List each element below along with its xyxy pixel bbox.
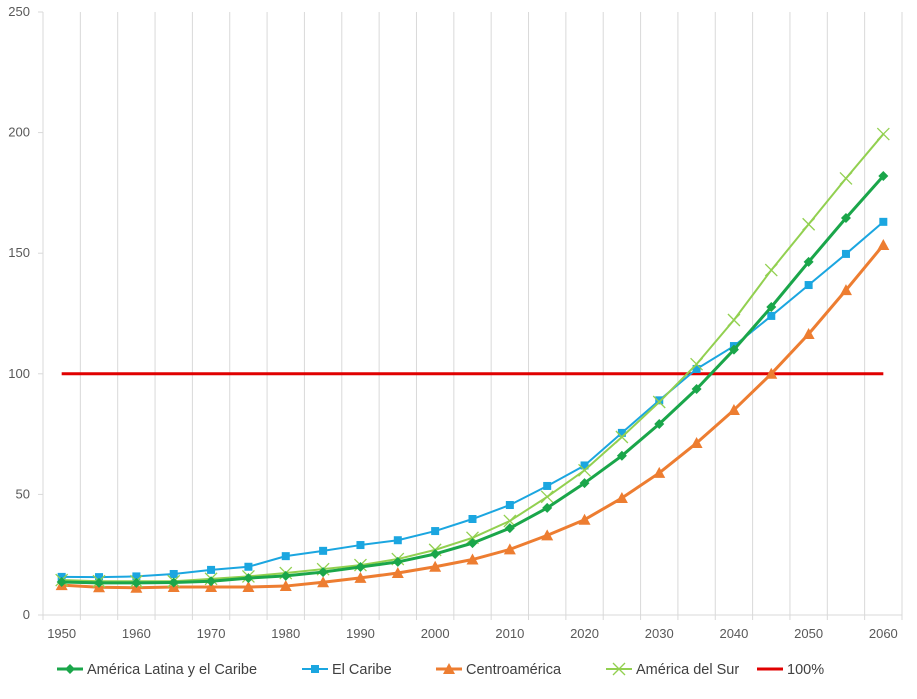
legend-label: América Latina y el Caribe (87, 662, 257, 678)
square-marker (842, 250, 850, 258)
x-tick-label: 2050 (794, 626, 823, 641)
square-marker (319, 547, 327, 555)
square-marker (543, 482, 551, 490)
y-tick-label: 250 (8, 4, 30, 19)
legend-item: 100% (757, 662, 824, 678)
legend-item: Centroamérica (436, 662, 562, 678)
square-marker (805, 281, 813, 289)
square-marker (394, 536, 402, 544)
square-marker (207, 566, 215, 574)
y-tick-label: 150 (8, 245, 30, 260)
square-marker (244, 563, 252, 571)
square-marker (311, 665, 319, 673)
square-marker (170, 570, 178, 578)
x-tick-label: 2030 (645, 626, 674, 641)
legend-item: El Caribe (302, 662, 392, 678)
legend: América Latina y el Caribe El Caribe Centr… (57, 662, 824, 678)
axes: 0 50 100 150 200 250 1950 1960 1970 1980 1990 2000 2… (8, 4, 902, 641)
x-tick-label: 2000 (421, 626, 450, 641)
x-marker (765, 264, 777, 276)
legend-label: Centroamérica (466, 662, 562, 678)
square-marker (356, 541, 364, 549)
x-marker (840, 172, 852, 184)
x-marker (803, 218, 815, 230)
legend-item: América Latina y el Caribe (57, 662, 257, 678)
x-tick-label: 2040 (719, 626, 748, 641)
series-group (56, 128, 890, 593)
diamond-marker (243, 573, 253, 583)
legend-label: El Caribe (332, 662, 392, 678)
x-marker (541, 491, 553, 503)
series-line (62, 134, 884, 581)
line-chart: 0 50 100 150 200 250 1950 1960 1970 1980 1990 2000 2… (0, 0, 917, 694)
series-line (62, 222, 884, 577)
diamond-marker (65, 664, 75, 674)
x-tick-label: 2010 (495, 626, 524, 641)
y-tick-label: 0 (23, 607, 30, 622)
x-tick-label: 1990 (346, 626, 375, 641)
y-tick-label: 50 (16, 486, 30, 501)
square-marker (879, 218, 887, 226)
square-marker (767, 312, 775, 320)
x-tick-label: 2020 (570, 626, 599, 641)
square-marker (431, 527, 439, 535)
x-tick-label: 1950 (47, 626, 76, 641)
square-marker (469, 515, 477, 523)
x-tick-label: 1980 (271, 626, 300, 641)
legend-label: 100% (787, 662, 824, 678)
y-tick-label: 100 (8, 366, 30, 381)
legend-item: América del Sur (606, 662, 739, 678)
triangle-marker (877, 239, 889, 250)
x-tick-label: 1970 (197, 626, 226, 641)
series-el-caribe (58, 218, 888, 581)
y-tick-label: 200 (8, 125, 30, 140)
square-marker (282, 552, 290, 560)
square-marker (506, 501, 514, 509)
x-marker (877, 128, 889, 140)
x-tick-label: 2060 (869, 626, 898, 641)
legend-label: América del Sur (636, 662, 739, 678)
x-marker (728, 314, 740, 326)
series-line (62, 245, 884, 588)
triangle-marker (579, 514, 591, 525)
x-tick-label: 1960 (122, 626, 151, 641)
